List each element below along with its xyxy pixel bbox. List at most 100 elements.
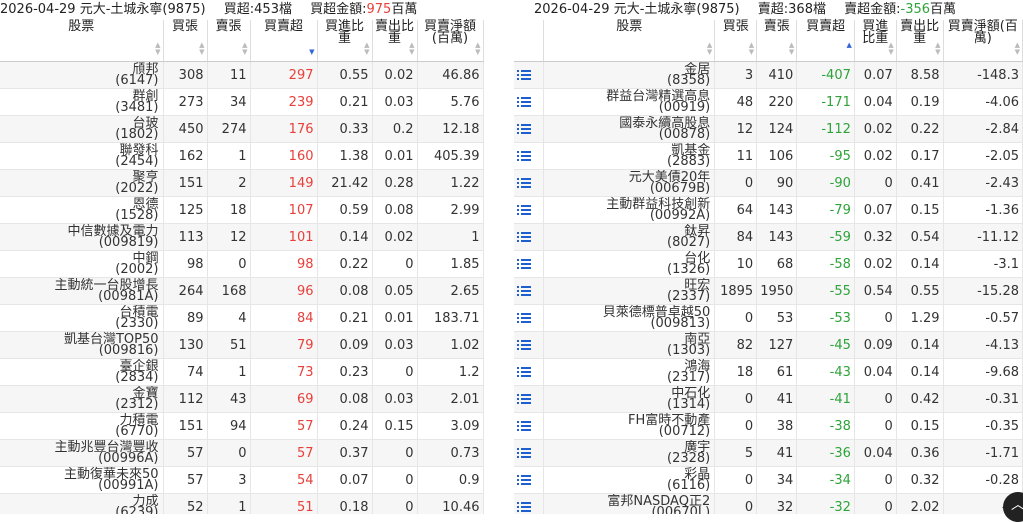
table-row[interactable]: 中鋼 (2002) 98 0 98 0.22 0 1.85 [0,250,484,278]
stock-name[interactable]: 中石化 [671,386,711,401]
table-row[interactable]: 凱基金 (2883) 11 106 -95 0.02 0.17 -2.05 [514,142,1023,170]
stock-name[interactable]: 台積電 [119,305,159,320]
scroll-top-button[interactable]: ︿ [1003,492,1023,522]
table-row[interactable]: 主動群益科技創新 (00992A) 64 143 -79 0.07 0.15 -1.36 [514,196,1023,224]
table-row[interactable]: 主動兆豐台灣豐收 (00996A) 57 0 57 0.37 0 0.73 [0,439,484,467]
stock-name[interactable]: 聚亨 [132,170,159,185]
table-row[interactable]: 金寶 (2312) 112 43 69 0.08 0.03 2.01 [0,385,484,413]
stock-name-cell[interactable]: 主動群益科技創新 (00992A) [543,196,716,224]
stock-name-cell[interactable]: 力成 (6239) [0,493,164,514]
table-row[interactable]: 力成 (6239) 52 1 51 0.18 0 10.46 [0,493,484,514]
row-menu-cell[interactable] [514,466,545,494]
stock-name-cell[interactable]: 群創 (3481) [0,88,164,116]
table-row[interactable]: 貝萊德標普卓越50 (009813) 0 53 -53 0 1.29 -0.57 [514,304,1023,332]
stock-name-cell[interactable]: 凱基台灣TOP50 (009816) [0,331,164,359]
col-header-stock[interactable]: 股票 ▲ ▼ [0,20,164,62]
table-row[interactable]: 鴻海 (2317) 18 61 -43 0.04 0.14 -9.68 [514,358,1023,386]
stock-name[interactable]: 臺企銀 [119,359,159,374]
list-icon[interactable] [517,96,531,108]
col-header-stock[interactable]: 股票 ▲ ▼ [543,20,716,62]
list-icon[interactable] [517,447,531,459]
stock-name[interactable]: 群益台灣精選高息 [606,89,711,104]
stock-name-cell[interactable]: 群益台灣精選高息 (00919) [543,88,716,116]
stock-name[interactable]: 群創 [132,89,159,104]
stock-name-cell[interactable]: FH富時不動產 (00712) [543,412,716,440]
stock-name-cell[interactable]: 旺宏 (2337) [543,277,716,305]
stock-name-cell[interactable]: 力積電 (6770) [0,412,164,440]
stock-name-cell[interactable]: 聚亨 (2022) [0,169,164,197]
row-menu-cell[interactable] [514,88,545,116]
col-header-net[interactable]: 買賣超 ▼ [250,20,318,62]
row-menu-cell[interactable] [514,169,545,197]
table-row[interactable]: 金居 (8358) 3 410 -407 0.07 8.58 -148.3 [514,61,1023,89]
row-menu-cell[interactable] [514,250,545,278]
stock-name[interactable]: 中鋼 [132,251,159,266]
stock-name[interactable]: 主動統一台股增長 [54,278,159,293]
stock-name[interactable]: 凱基台灣TOP50 [63,332,159,347]
col-header-buy[interactable]: 買張 ▲ ▼ [163,20,208,62]
stock-name[interactable]: 頎邦 [132,62,159,77]
row-menu-cell[interactable] [514,142,545,170]
col-header-sell-ratio[interactable]: 賣出比重 ▲ ▼ [372,20,418,62]
table-row[interactable]: 中信數據及電力 (009819) 113 12 101 0.14 0.02 1 [0,223,484,251]
stock-name[interactable]: 台化 [684,251,711,266]
stock-name[interactable]: 凱基金 [671,143,711,158]
table-row[interactable]: 國泰永續高股息 (00878) 12 124 -112 0.02 0.22 -2.84 [514,115,1023,143]
table-row[interactable]: FH富時不動產 (00712) 0 38 -38 0 0.15 -0.35 [514,412,1023,440]
list-icon[interactable] [517,69,531,81]
row-menu-cell[interactable] [514,385,545,413]
table-row[interactable]: 彩晶 (6116) 0 34 -34 0 0.32 -0.28 [514,466,1023,494]
list-icon[interactable] [517,258,531,270]
stock-name[interactable]: 元大美債20年 [628,170,711,185]
stock-name-cell[interactable]: 中鋼 (2002) [0,250,164,278]
row-menu-cell[interactable] [514,412,545,440]
stock-name[interactable]: 恩德 [132,197,159,212]
stock-name[interactable]: 聯發科 [119,143,159,158]
stock-name-cell[interactable]: 鈦昇 (8027) [543,223,716,251]
stock-name-cell[interactable]: 台玻 (1802) [0,115,164,143]
row-menu-cell[interactable] [514,61,545,89]
table-row[interactable]: 台積電 (2330) 89 4 84 0.21 0.01 183.71 [0,304,484,332]
col-header-buy-ratio[interactable]: 買進比重 ▲ ▼ [317,20,373,62]
stock-name[interactable]: 貝萊德標普卓越50 [602,305,711,320]
stock-name[interactable]: FH富時不動產 [627,413,711,428]
list-icon[interactable] [517,393,531,405]
stock-name-cell[interactable]: 彩晶 (6116) [543,466,716,494]
col-header-sell[interactable]: 賣張 ▲ ▼ [756,20,798,62]
stock-name[interactable]: 鴻海 [684,359,711,374]
table-row[interactable]: 南亞 (1303) 82 127 -45 0.09 0.14 -4.13 [514,331,1023,359]
stock-name-cell[interactable]: 國泰永續高股息 (00878) [543,115,716,143]
row-menu-cell[interactable] [514,196,545,224]
stock-name[interactable]: 國泰永續高股息 [619,116,711,131]
list-icon[interactable] [517,339,531,351]
stock-name-cell[interactable]: 主動復華未來50 (00991A) [0,466,164,494]
table-row[interactable]: 鈦昇 (8027) 84 143 -59 0.32 0.54 -11.12 [514,223,1023,251]
row-menu-cell[interactable] [514,277,545,305]
list-icon[interactable] [517,231,531,243]
list-icon[interactable] [517,150,531,162]
col-header-net[interactable]: 買賣超 ▲ [796,20,855,62]
stock-name-cell[interactable]: 元大美債20年 (00679B) [543,169,716,197]
list-icon[interactable] [517,501,531,513]
row-menu-cell[interactable] [514,304,545,332]
table-row[interactable]: 恩德 (1528) 125 18 107 0.59 0.08 2.99 [0,196,484,224]
list-icon[interactable] [517,204,531,216]
stock-name[interactable]: 南亞 [684,332,711,347]
stock-name[interactable]: 中信數據及電力 [67,224,159,239]
stock-name[interactable]: 彩晶 [684,467,711,482]
stock-name-cell[interactable]: 主動兆豐台灣豐收 (00996A) [0,439,164,467]
stock-name-cell[interactable]: 廣宇 (2328) [543,439,716,467]
stock-name[interactable]: 主動群益科技創新 [606,197,711,212]
col-header-amount[interactable]: 買賣淨額(百萬) ▲ ▼ [417,20,484,62]
stock-name-cell[interactable]: 恩德 (1528) [0,196,164,224]
stock-name[interactable]: 主動兆豐台灣豐收 [54,440,159,455]
table-row[interactable]: 凱基台灣TOP50 (009816) 130 51 79 0.09 0.03 1.02 [0,331,484,359]
table-row[interactable]: 主動復華未來50 (00991A) 57 3 54 0.07 0 0.9 [0,466,484,494]
stock-name-cell[interactable]: 凱基金 (2883) [543,142,716,170]
stock-name-cell[interactable]: 貝萊德標普卓越50 (009813) [543,304,716,332]
table-row[interactable]: 頎邦 (6147) 308 11 297 0.55 0.02 46.86 [0,61,484,89]
table-row[interactable]: 群創 (3481) 273 34 239 0.21 0.03 5.76 [0,88,484,116]
table-row[interactable]: 旺宏 (2337) 1895 1950 -55 0.54 0.55 -15.28 [514,277,1023,305]
stock-name-cell[interactable]: 聯發科 (2454) [0,142,164,170]
list-icon[interactable] [517,285,531,297]
